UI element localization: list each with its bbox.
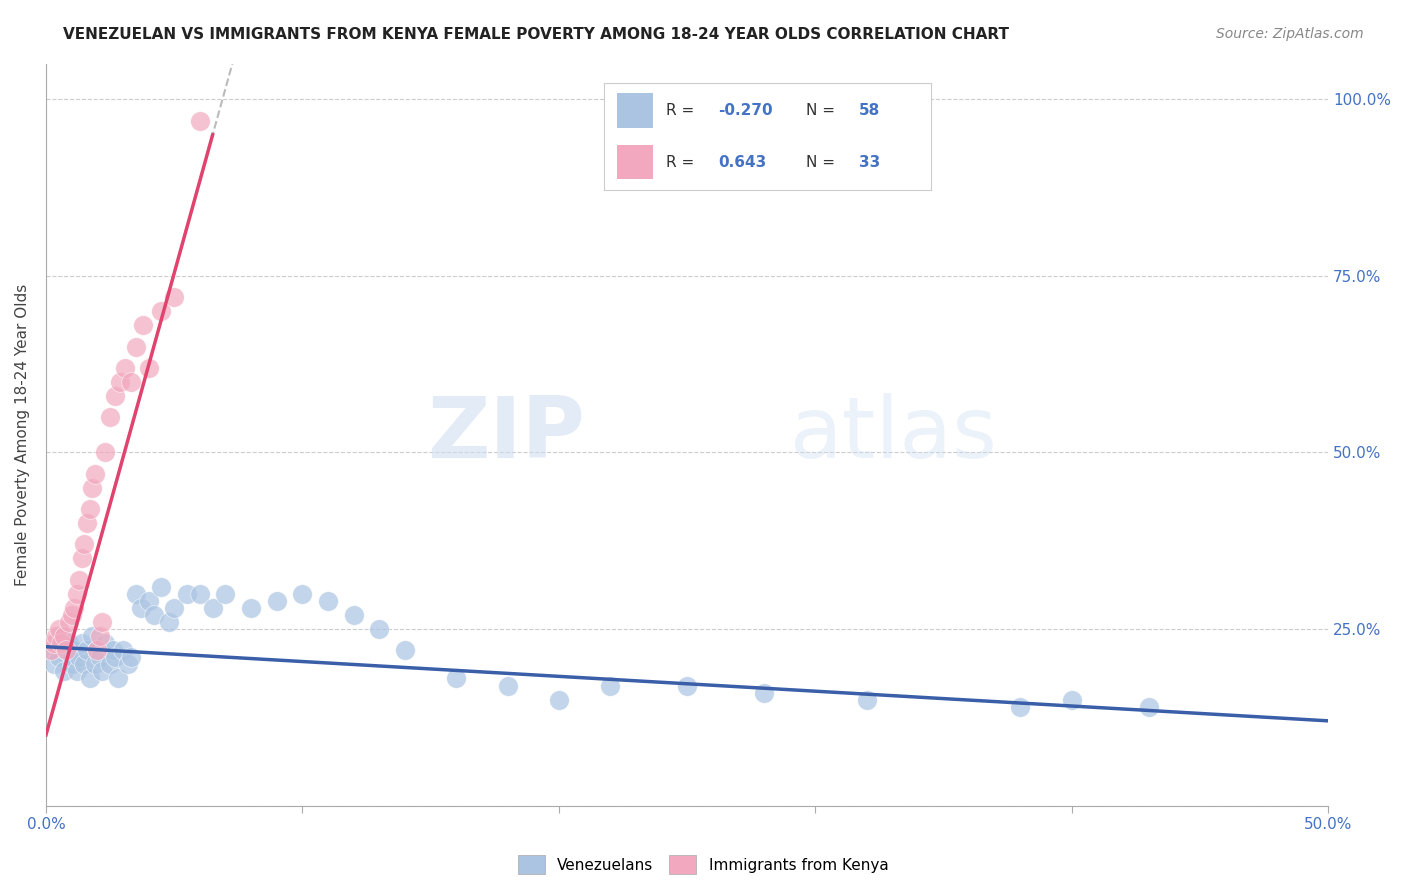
Legend: Venezuelans, Immigrants from Kenya: Venezuelans, Immigrants from Kenya [512, 849, 894, 880]
Point [98, 657, 121, 672]
Point [120, 375, 142, 389]
Point [188, 113, 211, 128]
Point [188, 587, 211, 601]
Point [73, 657, 96, 672]
Point [42, 636, 65, 650]
Point [67, 650, 90, 665]
Point [52, 665, 75, 679]
Point [316, 594, 339, 608]
Point [114, 360, 136, 375]
Point [117, 657, 139, 672]
Point [104, 650, 127, 665]
Point [496, 679, 519, 693]
Point [86, 643, 108, 657]
Point [291, 587, 314, 601]
Point [82, 629, 104, 643]
Point [125, 340, 148, 354]
Text: atlas: atlas [790, 393, 998, 476]
Point [51, 629, 73, 643]
Point [343, 607, 366, 622]
Point [39, 643, 62, 657]
Point [42, 657, 65, 672]
Point [752, 685, 775, 699]
Point [368, 622, 391, 636]
Point [125, 587, 148, 601]
Point [163, 600, 186, 615]
Point [142, 607, 165, 622]
Y-axis label: Female Poverty Among 18-24 Year Olds: Female Poverty Among 18-24 Year Olds [15, 284, 30, 586]
Point [60, 657, 83, 672]
Point [1137, 699, 1160, 714]
Point [855, 692, 877, 706]
Point [86, 643, 108, 657]
Text: VENEZUELAN VS IMMIGRANTS FROM KENYA FEMALE POVERTY AMONG 18-24 YEAR OLDS CORRELA: VENEZUELAN VS IMMIGRANTS FROM KENYA FEMA… [63, 27, 1010, 42]
Point [240, 600, 263, 615]
Point [63, 643, 86, 657]
Point [76, 643, 98, 657]
Point [45, 636, 67, 650]
Point [157, 615, 180, 629]
Point [98, 410, 121, 425]
Point [163, 290, 186, 304]
Point [138, 594, 160, 608]
Point [79, 672, 101, 686]
Point [214, 587, 236, 601]
Text: Source: ZipAtlas.com: Source: ZipAtlas.com [1216, 27, 1364, 41]
Point [394, 643, 416, 657]
Point [48, 650, 70, 665]
Point [599, 679, 621, 693]
Point [94, 636, 117, 650]
Point [66, 665, 89, 679]
Point [101, 643, 124, 657]
Point [89, 629, 111, 643]
Point [150, 304, 173, 318]
Point [55, 643, 77, 657]
Text: ZIP: ZIP [427, 393, 585, 476]
Point [83, 467, 105, 481]
Point [201, 600, 224, 615]
Point [91, 615, 114, 629]
Point [58, 636, 80, 650]
Point [66, 587, 89, 601]
Point [94, 445, 117, 459]
Point [67, 573, 90, 587]
Point [150, 580, 173, 594]
Point [76, 516, 98, 530]
Point [138, 360, 160, 375]
Point [1010, 699, 1032, 714]
Point [104, 389, 127, 403]
Point [60, 607, 83, 622]
Point [45, 629, 67, 643]
Point [107, 672, 129, 686]
Point [55, 643, 77, 657]
Point [63, 600, 86, 615]
Point [129, 600, 152, 615]
Point [52, 629, 75, 643]
Point [89, 650, 111, 665]
Point [132, 318, 155, 333]
Point [176, 587, 198, 601]
Point [82, 481, 104, 495]
Point [110, 375, 132, 389]
Point [58, 615, 80, 629]
Point [48, 622, 70, 636]
Point [70, 636, 93, 650]
Point [51, 636, 73, 650]
Point [70, 551, 93, 566]
Point [111, 643, 134, 657]
Point [676, 679, 699, 693]
Point [266, 594, 288, 608]
Point [39, 643, 62, 657]
Point [446, 672, 468, 686]
Point [120, 650, 142, 665]
Point [547, 692, 569, 706]
Point [79, 502, 101, 516]
Point [1060, 692, 1083, 706]
Point [60, 650, 83, 665]
Point [83, 657, 105, 672]
Point [91, 665, 114, 679]
Point [73, 537, 96, 551]
